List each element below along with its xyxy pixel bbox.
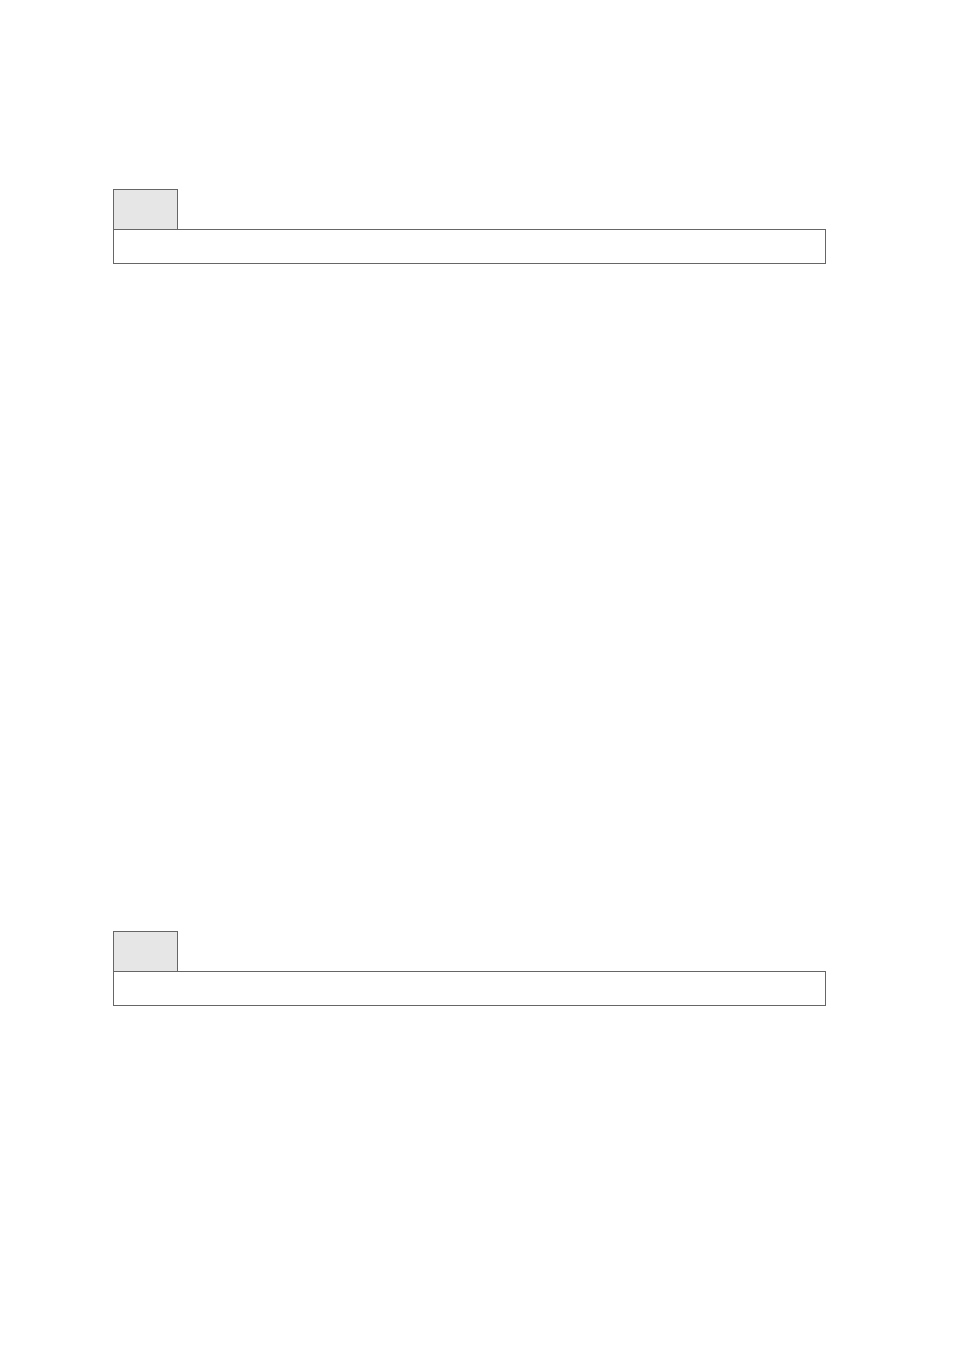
group-1-input[interactable] bbox=[113, 229, 826, 264]
group-2-tab[interactable] bbox=[113, 931, 178, 972]
group-2-input[interactable] bbox=[113, 971, 826, 1006]
page bbox=[0, 0, 954, 1350]
group-1-tab[interactable] bbox=[113, 189, 178, 230]
